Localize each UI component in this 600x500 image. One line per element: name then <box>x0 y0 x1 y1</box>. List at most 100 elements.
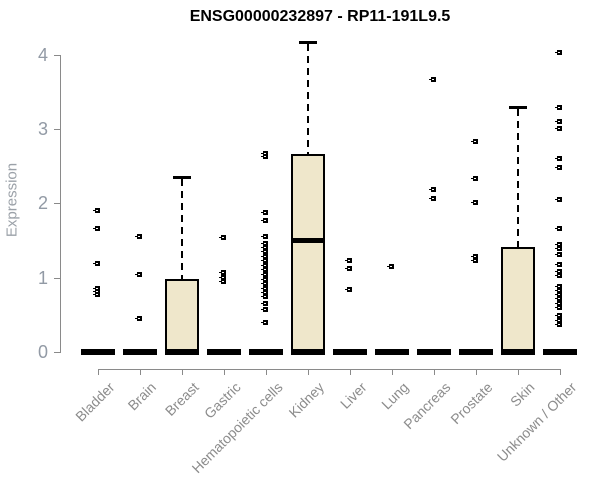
x-tick <box>308 369 309 375</box>
y-tick-label: 0 <box>37 342 48 362</box>
outlier-point <box>261 286 268 291</box>
outlier-point <box>555 322 562 327</box>
outlier-point <box>429 187 436 192</box>
outlier-point <box>555 252 562 257</box>
outlier-point <box>429 196 436 201</box>
zero-bar <box>501 349 535 355</box>
x-tick <box>182 369 183 375</box>
outlier-point <box>135 234 142 239</box>
outlier-point <box>261 154 268 159</box>
box-kidney <box>291 154 325 355</box>
outlier-point <box>261 234 268 239</box>
category-label-lung: Lung <box>377 379 412 413</box>
x-tick <box>476 369 477 375</box>
outlier-point <box>555 284 562 289</box>
outlier-point <box>261 290 268 295</box>
outlier-point <box>555 296 562 301</box>
outlier-point <box>555 301 562 306</box>
x-tick <box>560 369 561 375</box>
outlier-point <box>93 289 100 294</box>
y-tick <box>54 352 60 353</box>
outlier-point <box>555 156 562 161</box>
category-label-skin: Skin <box>506 379 538 410</box>
y-tick <box>54 129 60 130</box>
outlier-point <box>93 208 100 213</box>
outlier-point <box>555 313 562 318</box>
outlier-point <box>345 287 352 292</box>
outlier-point <box>555 262 562 267</box>
x-tick <box>350 369 351 375</box>
zero-bar <box>123 349 157 355</box>
category-label-kidney: Kidney <box>285 379 328 421</box>
outlier-point <box>93 286 100 291</box>
zero-bar <box>165 349 199 355</box>
zero-bar <box>417 349 451 355</box>
box-skin <box>501 247 535 355</box>
zero-bar <box>81 349 115 355</box>
x-tick <box>224 369 225 375</box>
outlier-point <box>429 77 436 82</box>
whisker-cap <box>299 41 317 44</box>
outlier-point <box>471 254 478 259</box>
outlier-point <box>471 176 478 181</box>
zero-bar <box>333 349 367 355</box>
x-tick <box>392 369 393 375</box>
outlier-point <box>555 197 562 202</box>
outlier-point <box>261 281 268 286</box>
outlier-point <box>93 226 100 231</box>
zero-bar <box>543 349 577 355</box>
y-tick <box>54 55 60 56</box>
outlier-point <box>261 277 268 282</box>
x-tick <box>266 369 267 375</box>
outlier-point <box>345 266 352 271</box>
zero-bar <box>207 349 241 355</box>
outlier-point <box>219 275 226 280</box>
outlier-point <box>471 200 478 205</box>
whisker-cap <box>173 176 191 179</box>
zero-bar <box>291 349 325 355</box>
outlier-point <box>555 305 562 310</box>
outlier-point <box>261 254 268 259</box>
outlier-point <box>261 151 268 156</box>
outlier-point <box>261 249 268 254</box>
outlier-point <box>261 272 268 277</box>
outlier-point <box>471 258 478 263</box>
outlier-point <box>219 235 226 240</box>
outlier-point <box>555 105 562 110</box>
outlier-point <box>261 210 268 215</box>
x-tick <box>98 369 99 375</box>
y-tick-label: 3 <box>37 119 48 139</box>
category-label-bladder: Bladder <box>71 379 118 425</box>
outlier-point <box>93 292 100 297</box>
category-label-prostate: Prostate <box>447 379 496 428</box>
outlier-point <box>219 279 226 284</box>
outlier-point <box>261 301 268 306</box>
x-tick <box>140 369 141 375</box>
outlier-point <box>555 273 562 278</box>
whisker <box>181 179 183 279</box>
outlier-point <box>555 126 562 131</box>
category-label-brain: Brain <box>124 379 160 414</box>
outlier-point <box>555 165 562 170</box>
y-tick <box>54 203 60 204</box>
category-label-liver: Liver <box>336 379 370 412</box>
outlier-point <box>555 292 562 297</box>
outlier-point <box>555 50 562 55</box>
outlier-point <box>555 246 562 251</box>
whisker <box>307 44 309 154</box>
outlier-point <box>219 270 226 275</box>
zero-bar <box>249 349 283 355</box>
outlier-point <box>555 242 562 247</box>
x-tick <box>434 369 435 375</box>
zero-bar <box>375 349 409 355</box>
zero-bar <box>459 349 493 355</box>
y-tick-label: 2 <box>37 193 48 213</box>
outlier-point <box>261 245 268 250</box>
whisker <box>517 109 519 247</box>
outlier-point <box>135 316 142 321</box>
outlier-point <box>261 320 268 325</box>
median-line <box>291 238 325 243</box>
x-tick <box>518 369 519 375</box>
